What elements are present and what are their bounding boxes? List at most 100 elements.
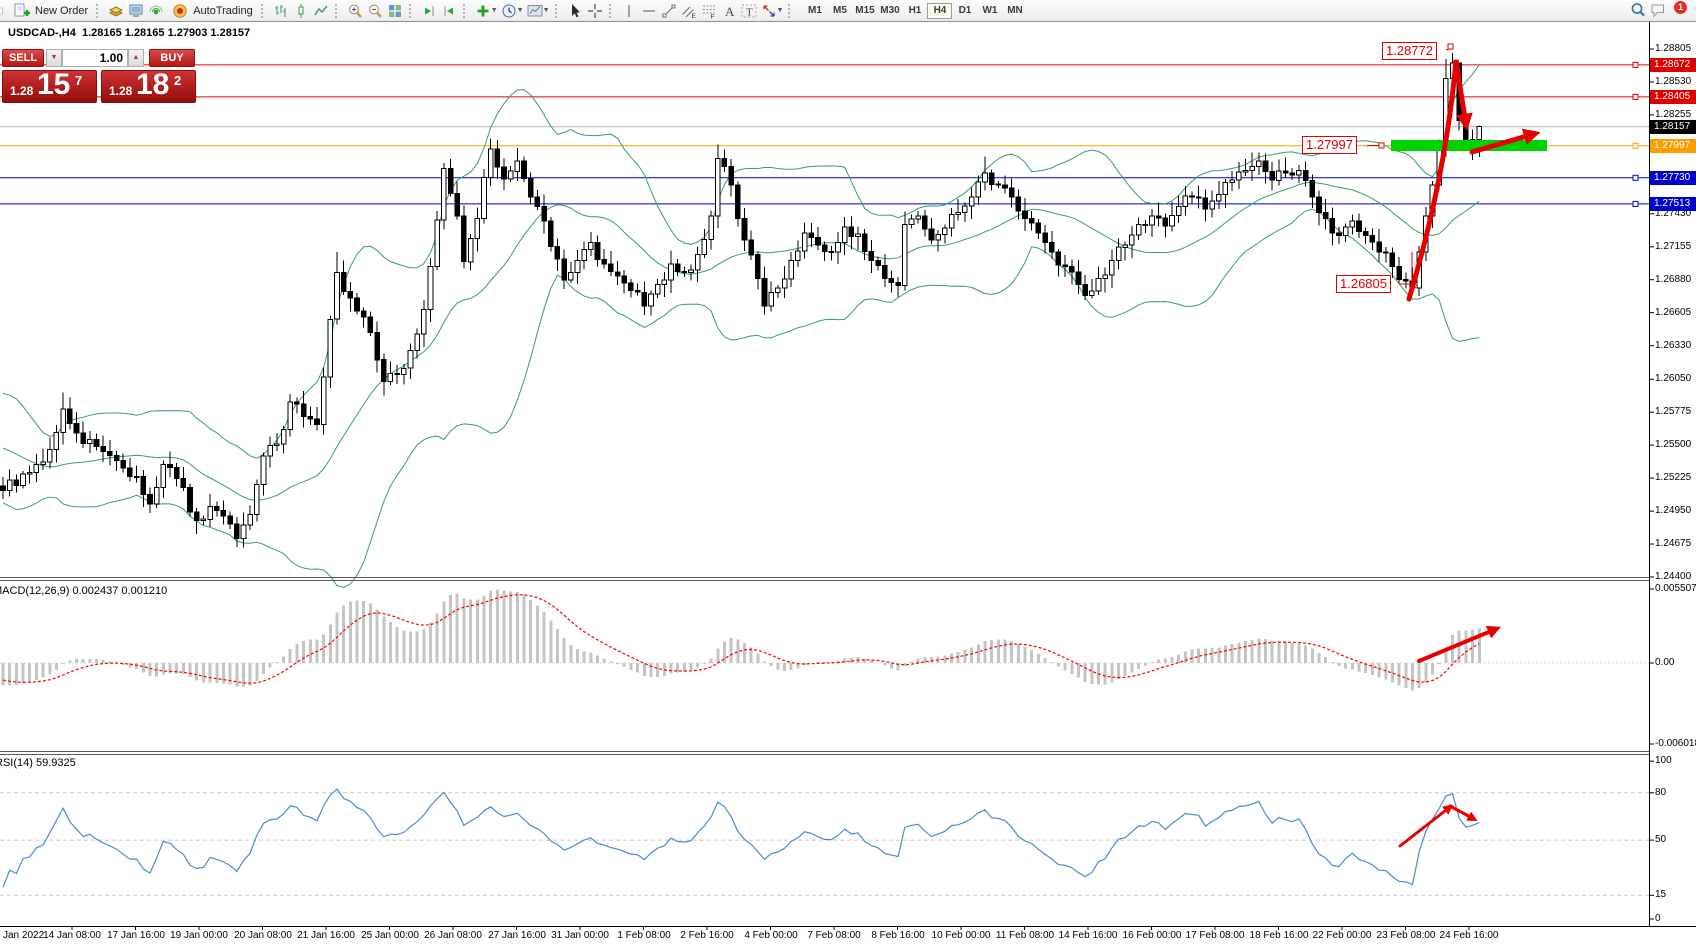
zone-price-label[interactable]: 1.27997: [1302, 136, 1357, 154]
buy-button[interactable]: BUY: [149, 49, 195, 67]
templates-icon[interactable]: [525, 2, 545, 20]
toolbar-separator: [260, 3, 267, 18]
indicator-axis-label: -0.006018: [1655, 738, 1696, 749]
indicator-axis-label: 0.005507: [1655, 583, 1696, 594]
indicators-add-icon[interactable]: [473, 2, 493, 20]
price-tick-label: 1.27430: [1655, 208, 1692, 219]
price-tick-label: 1.28255: [1655, 109, 1692, 120]
bollinger-upper: [2, 64, 1480, 460]
bollinger-lower: [2, 208, 1480, 588]
timeframe-button-h1[interactable]: H1: [908, 4, 922, 16]
buy-price-prefix: 1.28: [109, 84, 133, 98]
timeframe-button-mn[interactable]: MN: [1007, 4, 1023, 16]
new-order-label: New Order: [35, 4, 89, 17]
timeframe-group: M1 M5 M15 M30 H1 H4 D1 W1 MN: [802, 2, 1027, 19]
price-tick-label: 1.25775: [1655, 406, 1692, 417]
price-badge: 1.28405: [1650, 90, 1696, 104]
crosshair-icon[interactable]: [585, 2, 605, 20]
price-tick-label: 1.26330: [1655, 340, 1692, 351]
sell-price-display[interactable]: 1.28 15 7: [2, 68, 97, 103]
zoom-in-icon[interactable]: [345, 2, 365, 20]
auto-scroll-icon[interactable]: [419, 2, 439, 20]
timeframe-button-m30[interactable]: M30: [880, 4, 900, 16]
trendline-tool-icon[interactable]: [659, 2, 679, 20]
chevron-down-icon[interactable]: ▼: [516, 7, 524, 14]
tile-windows-icon[interactable]: [385, 2, 405, 20]
horizontal-line-tool-icon[interactable]: [639, 2, 659, 20]
buy-price-pip: 2: [174, 73, 182, 88]
volume-increase-button[interactable]: ▲: [128, 49, 144, 67]
toolbar-separator: [96, 3, 102, 18]
fibonacci-tool-icon[interactable]: F: [699, 2, 719, 20]
arrows-tool-icon[interactable]: [759, 2, 779, 20]
rally-arrow: [1406, 59, 1473, 302]
rsi-indicator-label[interactable]: RSI(14) 59.9325: [0, 757, 76, 769]
toolbar-separator: [554, 3, 561, 18]
signals-icon[interactable]: [146, 2, 166, 20]
price-tick-label: 1.26880: [1655, 274, 1692, 285]
price-tick-label: 1.24400: [1655, 571, 1692, 582]
rsi-arrow-down: [1448, 804, 1478, 821]
price-tick-label: 1.24950: [1655, 505, 1692, 516]
gold-box-icon[interactable]: [106, 2, 126, 20]
timeframe-button-h4[interactable]: H4: [927, 2, 953, 19]
periods-clock-icon[interactable]: [499, 2, 519, 20]
vertical-line-tool-icon[interactable]: [619, 2, 639, 20]
breakout-arrow: [1469, 128, 1541, 155]
macd-indicator-label[interactable]: MACD(12,26,9) 0.002437 0.001210: [0, 585, 168, 597]
clipped-toolbar-icon[interactable]: [0, 2, 8, 20]
timeframe-button-m5[interactable]: M5: [833, 4, 847, 16]
terminal-window-icon[interactable]: [126, 2, 146, 20]
sell-price-big: 15: [37, 68, 71, 101]
toolbar-separator: [408, 3, 415, 18]
swing-high-price-label[interactable]: 1.28772: [1382, 42, 1437, 60]
green-zone-rectangle[interactable]: [1391, 140, 1547, 151]
timeframe-button-m1[interactable]: M1: [808, 4, 822, 16]
chat-icon[interactable]: [1648, 1, 1668, 19]
macd-histogram: [1, 589, 1481, 691]
bollinger-middle: [2, 181, 1480, 501]
toolbar-separator: [788, 3, 794, 18]
svg-text:F: F: [710, 13, 714, 19]
search-icon[interactable]: [1628, 1, 1648, 19]
indicator-axis-label: 100: [1655, 755, 1672, 766]
cursor-icon[interactable]: [565, 2, 585, 20]
zoom-out-icon[interactable]: [365, 2, 385, 20]
price-badge: 1.27513: [1650, 197, 1696, 211]
price-axis[interactable]: 1.288051.285301.282551.279801.277051.274…: [1650, 0, 1696, 944]
text-tool-icon[interactable]: A: [719, 2, 739, 20]
timeframe-button-d1[interactable]: D1: [958, 4, 972, 16]
chart-ohlc-header: USDCAD-,H4 1.28165 1.28165 1.27903 1.281…: [8, 27, 251, 39]
swing-low-price-label[interactable]: 1.26805: [1336, 275, 1391, 293]
bar-chart-icon[interactable]: [271, 2, 291, 20]
buy-price-display[interactable]: 1.28 18 2: [101, 68, 196, 103]
price-tick-label: 1.25225: [1655, 472, 1692, 483]
timeframe-button-m15[interactable]: M15: [855, 4, 875, 16]
candlestick-chart-icon[interactable]: [291, 2, 311, 20]
chart-shift-icon[interactable]: [439, 2, 459, 20]
sell-button[interactable]: SELL: [2, 49, 44, 67]
toolbar-separator: [334, 3, 341, 18]
chevron-down-icon[interactable]: ▼: [776, 7, 784, 14]
price-tick-label: 1.24675: [1655, 538, 1692, 549]
macd-signal-line: [2, 594, 1480, 684]
chevron-down-icon[interactable]: ▼: [542, 7, 550, 14]
chevron-down-icon[interactable]: ▼: [490, 7, 498, 14]
rsi-arrow-up: [1398, 804, 1454, 848]
text-label-tool-icon[interactable]: T: [739, 2, 759, 20]
volume-input[interactable]: [62, 49, 128, 67]
indicator-axis-label: 80: [1655, 787, 1667, 798]
volume-decrease-button[interactable]: ▼: [46, 49, 62, 67]
equidistant-channel-icon[interactable]: E: [679, 2, 699, 20]
price-tick-label: 1.26050: [1655, 373, 1692, 384]
line-chart-icon[interactable]: [311, 2, 331, 20]
candles: [0, 53, 1483, 548]
autotrading-icon: [170, 2, 190, 20]
timeframe-button-w1[interactable]: W1: [982, 4, 998, 16]
price-badge: 1.28672: [1650, 58, 1696, 72]
autotrading-button[interactable]: AutoTrading: [166, 2, 257, 20]
new-order-button[interactable]: New Order: [8, 2, 92, 20]
price-badge: 1.27997: [1650, 139, 1696, 153]
price-badge: 1.27730: [1650, 171, 1696, 185]
